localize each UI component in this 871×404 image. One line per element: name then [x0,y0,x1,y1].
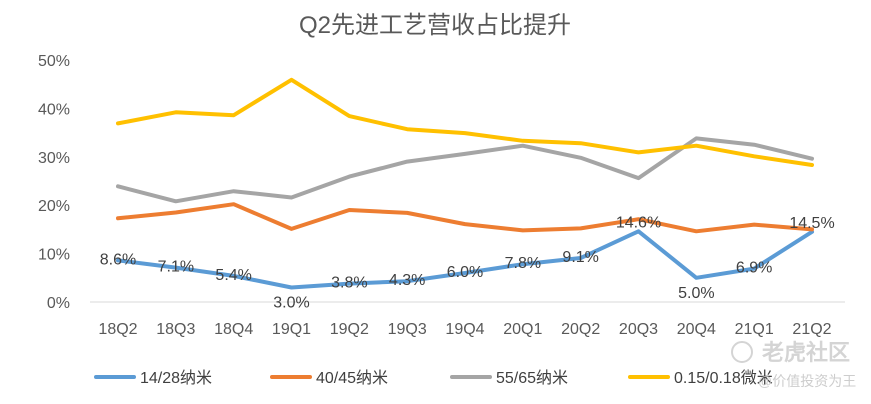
x-tick-label: 18Q3 [156,321,195,338]
watermark: 老虎社区 @价值投资为王 [731,340,856,389]
y-tick-label: 20% [38,198,70,215]
x-tick-label: 21Q2 [792,321,831,338]
x-tick-label: 20Q3 [619,321,658,338]
x-tick-label: 19Q4 [445,321,484,338]
y-tick-label: 30% [38,150,70,167]
data-label: 3.8% [331,275,367,292]
x-tick-label: 19Q3 [388,321,427,338]
data-label: 14.5% [789,215,834,232]
chart-title: Q2先进工艺营收占比提升 [299,12,571,39]
x-tick-label: 21Q1 [735,321,774,338]
watermark-brand: 老虎社区 [761,340,850,365]
x-tick-label: 19Q2 [330,321,369,338]
plot-area [116,77,814,290]
watermark-logo-icon [731,341,753,363]
legend-label-0: 14/28纳米 [140,369,212,387]
data-label: 6.9% [736,260,772,277]
x-tick-label: 20Q4 [677,321,716,338]
data-label: 9.1% [562,249,598,266]
series-line-0 [116,229,814,290]
data-label: 7.8% [505,255,541,272]
data-labels: 8.6% 7.1% 5.4% 3.0% 3.8% 4.3% 6.0% 7.8% 9.1% 14.6… [100,214,835,311]
x-tick-label: 19Q1 [272,321,311,338]
y-tick-label: 50% [38,53,70,70]
legend: 14/28纳米 40/45纳米 55/65纳米 0.15/0.18微米 [94,369,773,387]
data-label: 5.4% [215,267,251,284]
x-tick-label: 18Q4 [214,321,253,338]
data-label: 3.0% [273,294,309,311]
data-label: 5.0% [678,285,714,302]
series-line-2 [116,136,814,204]
data-label: 6.0% [447,264,483,281]
x-axis: 18Q2 18Q3 18Q4 19Q1 19Q2 19Q3 19Q4 20Q1 20Q2 20Q3… [98,321,831,338]
x-tick-label: 20Q2 [561,321,600,338]
data-label: 7.1% [158,259,194,276]
y-axis: 0% 10% 20% 30% 40% 50% [38,53,70,312]
series-line-3 [116,77,814,167]
legend-label-1: 40/45纳米 [316,369,388,387]
legend-label-2: 55/65纳米 [496,369,568,387]
data-label: 14.6% [616,214,661,231]
x-tick-label: 20Q1 [503,321,542,338]
y-tick-label: 0% [47,295,70,312]
y-tick-label: 40% [38,101,70,118]
y-tick-label: 10% [38,247,70,264]
data-label: 8.6% [100,251,136,268]
legend-label-3: 0.15/0.18微米 [674,369,773,387]
data-label: 4.3% [389,272,425,289]
watermark-sub: @价值投资为王 [758,373,856,389]
x-tick-label: 18Q2 [98,321,137,338]
series-line-1 [116,202,814,234]
